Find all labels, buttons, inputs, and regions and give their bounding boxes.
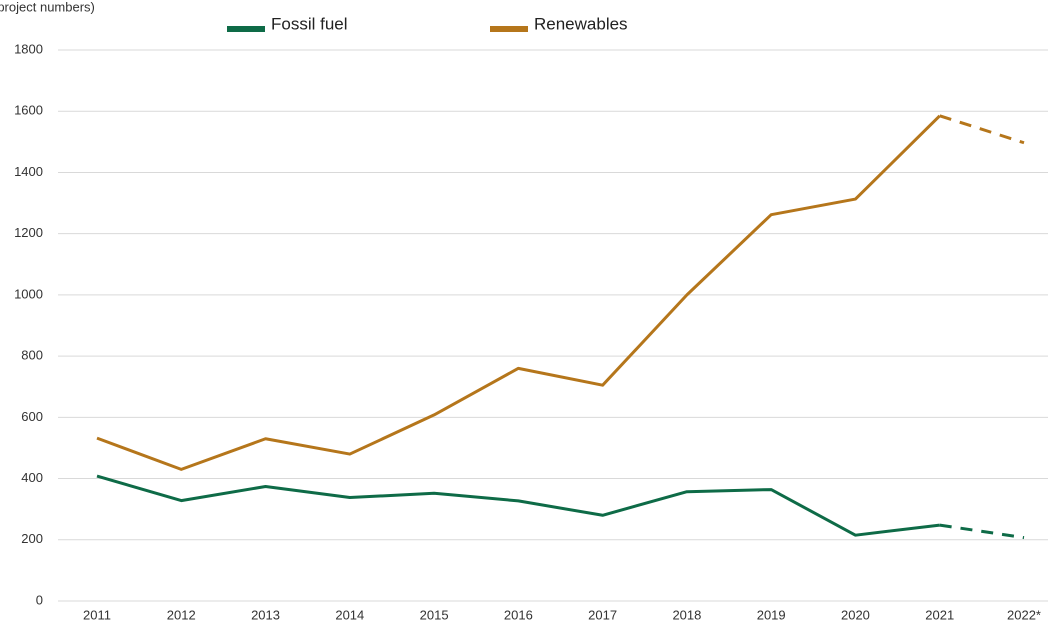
- x-tick-label: 2020: [841, 607, 870, 622]
- x-tick-label: 2016: [504, 607, 533, 622]
- x-tick-label: 2014: [335, 607, 364, 622]
- line-projection: [939, 114, 1025, 145]
- y-tick-label: 800: [21, 348, 43, 363]
- line-projection: [939, 523, 1025, 540]
- x-tick-label: 2017: [588, 607, 617, 622]
- y-tick-label: 200: [21, 531, 43, 546]
- legend-text: Renewables: [534, 14, 628, 33]
- y-tick-label: 1400: [14, 164, 43, 179]
- line: [96, 114, 941, 471]
- y-axis-label: (project numbers): [0, 0, 95, 14]
- legend-swatch: [490, 26, 528, 32]
- y-tick-label: 1000: [14, 286, 43, 301]
- x-tick-label: 2018: [672, 607, 701, 622]
- line: [96, 474, 940, 537]
- x-tick-label: 2013: [251, 607, 280, 622]
- x-tick-label: 2019: [757, 607, 786, 622]
- x-tick-label: 2022*: [1007, 607, 1041, 622]
- y-tick-label: 1600: [14, 103, 43, 118]
- y-tick-label: 600: [21, 409, 43, 424]
- y-tick-label: 1800: [14, 41, 43, 56]
- legend-swatch: [227, 26, 265, 32]
- legend-text: Fossil fuel: [271, 14, 348, 33]
- x-tick-label: 2011: [83, 607, 111, 622]
- y-tick-label: 0: [36, 592, 43, 607]
- y-tick-label: 1200: [14, 225, 43, 240]
- x-tick-label: 2021: [925, 607, 954, 622]
- x-tick-label: 2012: [167, 607, 196, 622]
- x-tick-label: 2015: [420, 607, 449, 622]
- y-tick-label: 400: [21, 470, 43, 485]
